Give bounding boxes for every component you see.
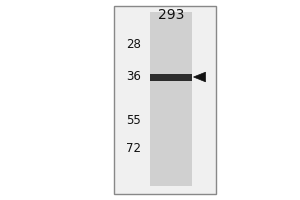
Text: 293: 293 xyxy=(158,8,184,22)
Text: 28: 28 xyxy=(126,38,141,50)
Bar xyxy=(114,6,216,194)
Bar xyxy=(150,12,192,186)
Polygon shape xyxy=(194,72,206,82)
Text: 36: 36 xyxy=(126,71,141,84)
Text: 55: 55 xyxy=(126,114,141,127)
Text: 72: 72 xyxy=(126,142,141,154)
Bar xyxy=(150,73,192,80)
